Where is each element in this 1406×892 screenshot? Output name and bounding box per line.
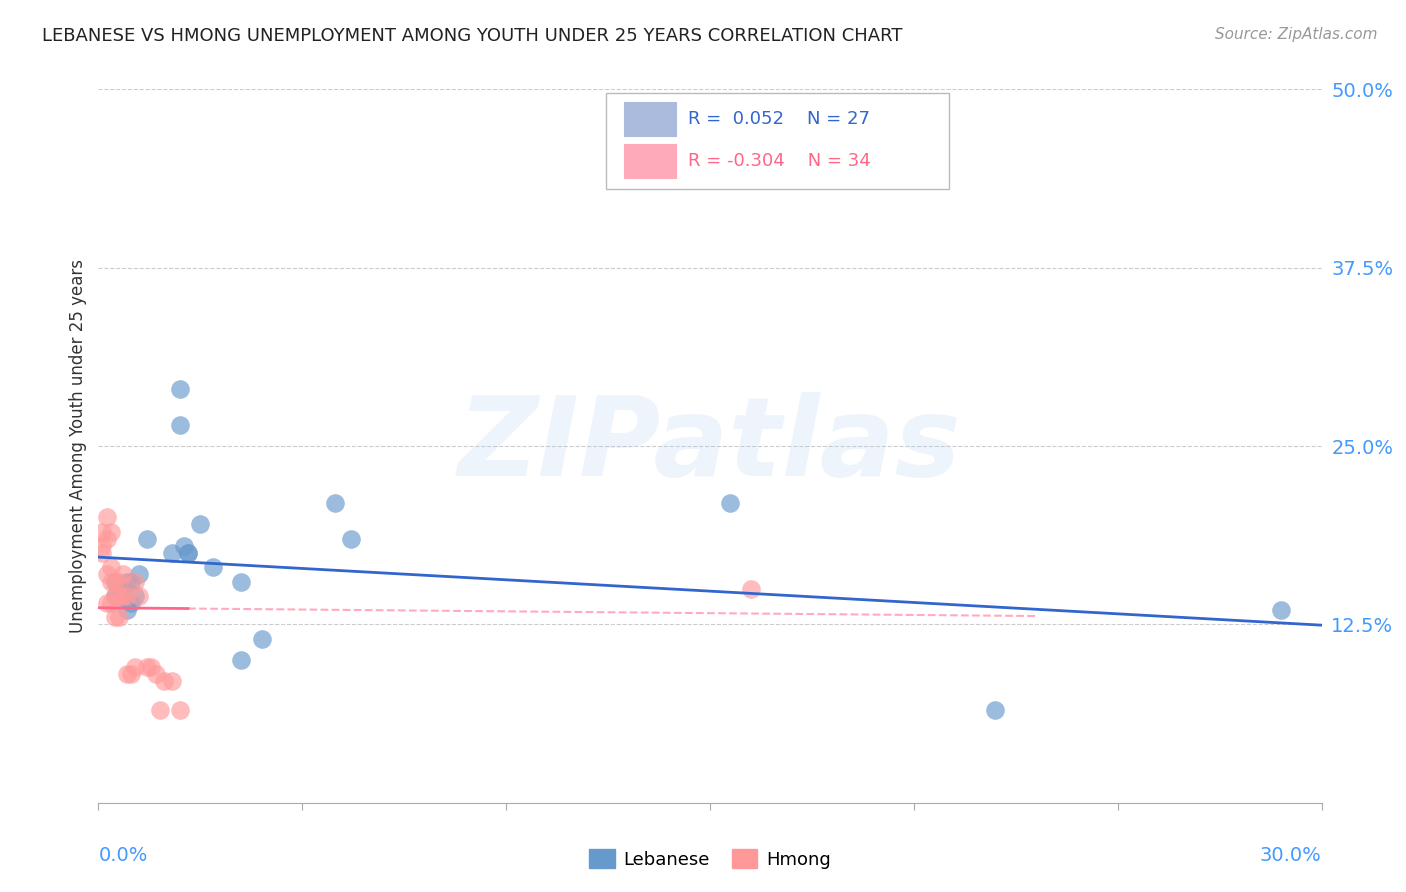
Point [104, 589, 127, 603]
Point [91, 539, 114, 553]
Point [128, 567, 150, 582]
Point [111, 589, 134, 603]
Legend: Lebanese, Hmong: Lebanese, Hmong [582, 842, 838, 876]
Point [108, 610, 131, 624]
FancyBboxPatch shape [606, 93, 949, 189]
Point [169, 417, 191, 432]
Point [136, 532, 159, 546]
Point [323, 496, 346, 510]
Point [718, 496, 742, 510]
Point [96, 567, 118, 582]
Point [250, 632, 273, 646]
Point [177, 546, 200, 560]
Point [115, 574, 138, 589]
Point [149, 703, 172, 717]
Text: R = -0.304    N = 34: R = -0.304 N = 34 [688, 152, 870, 170]
Point [231, 574, 253, 589]
Point [91, 546, 114, 560]
Point [115, 603, 138, 617]
Point [91, 524, 114, 539]
Point [173, 539, 195, 553]
Point [115, 667, 138, 681]
Point [160, 674, 183, 689]
Text: R =  0.052    N = 27: R = 0.052 N = 27 [688, 110, 870, 128]
Point [124, 660, 146, 674]
Point [141, 660, 163, 674]
Point [124, 574, 146, 589]
Point [145, 667, 167, 681]
Point [104, 610, 127, 624]
Point [120, 574, 142, 589]
Point [740, 582, 762, 596]
Point [120, 596, 142, 610]
Point [100, 574, 122, 589]
Point [124, 589, 146, 603]
Y-axis label: Unemployment Among Youth under 25 years: Unemployment Among Youth under 25 years [69, 259, 87, 633]
Point [100, 596, 122, 610]
FancyBboxPatch shape [624, 144, 676, 178]
Point [340, 532, 363, 546]
FancyBboxPatch shape [624, 102, 676, 136]
Point [111, 582, 134, 596]
Point [231, 653, 253, 667]
Point [108, 574, 131, 589]
Point [96, 596, 118, 610]
Text: 0.0%: 0.0% [98, 846, 148, 864]
Point [104, 574, 127, 589]
Point [136, 660, 159, 674]
Point [104, 574, 127, 589]
Point [111, 567, 134, 582]
Point [169, 703, 191, 717]
Text: Source: ZipAtlas.com: Source: ZipAtlas.com [1215, 27, 1378, 42]
Point [108, 589, 131, 603]
Text: LEBANESE VS HMONG UNEMPLOYMENT AMONG YOUTH UNDER 25 YEARS CORRELATION CHART: LEBANESE VS HMONG UNEMPLOYMENT AMONG YOU… [42, 27, 903, 45]
Point [96, 532, 118, 546]
Point [984, 703, 1007, 717]
Point [120, 667, 142, 681]
Point [115, 589, 138, 603]
Point [100, 524, 122, 539]
Point [108, 589, 131, 603]
Point [188, 517, 212, 532]
Text: 30.0%: 30.0% [1260, 846, 1322, 864]
Point [104, 589, 127, 603]
Text: ZIPatlas: ZIPatlas [458, 392, 962, 500]
Point [128, 589, 150, 603]
Point [177, 546, 200, 560]
Point [160, 546, 183, 560]
Point [201, 560, 224, 574]
Point [100, 560, 122, 574]
Point [1270, 603, 1292, 617]
Point [152, 674, 174, 689]
Point [96, 510, 118, 524]
Point [169, 382, 191, 396]
